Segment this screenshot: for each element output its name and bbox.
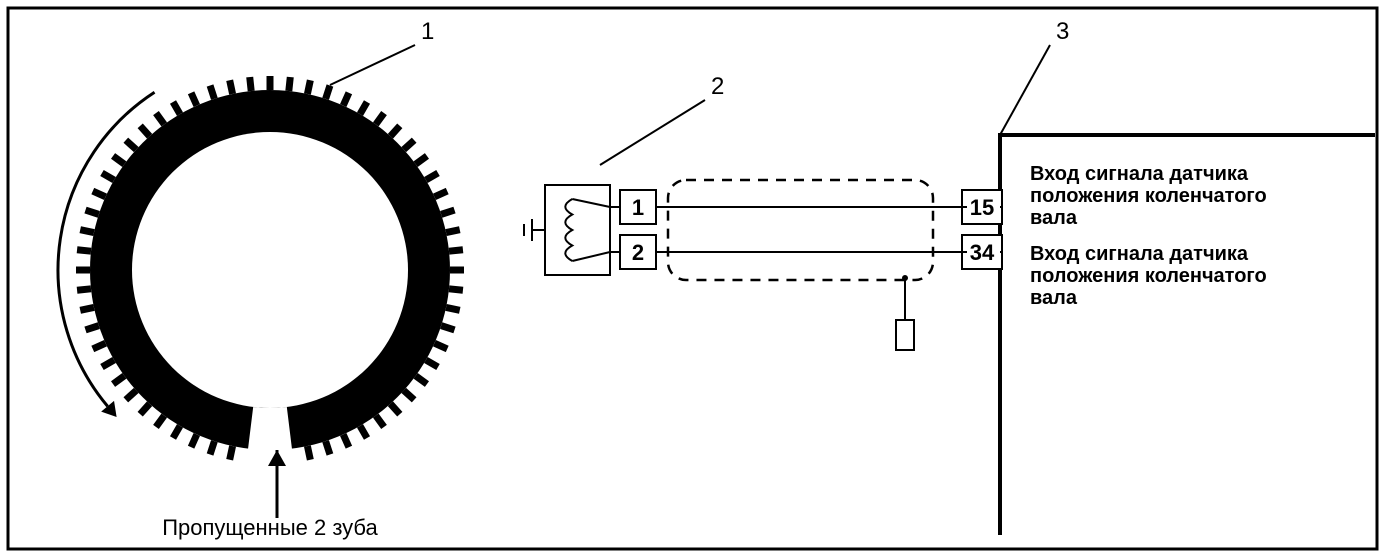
ecu-text-line: положения коленчатого: [1030, 265, 1267, 287]
ecu-pin34-label: 34: [970, 240, 995, 265]
ecu: 1534Вход сигнала датчикаположения коленч…: [962, 135, 1375, 535]
diagram-svg: 123Пропущенные 2 зуба121534Вход сигнала …: [0, 0, 1385, 557]
trigger-wheel: [76, 76, 464, 466]
diagram-frame: 123Пропущенные 2 зуба121534Вход сигнала …: [0, 0, 1385, 557]
callout-label: 2: [711, 73, 724, 100]
callout-leader: [330, 45, 415, 85]
sensor: 12: [524, 185, 656, 275]
cable-shield-icon: [668, 180, 933, 280]
callout-leader: [600, 100, 705, 165]
ecu-text-line: вала: [1030, 287, 1078, 309]
missing-teeth-label: Пропущенные 2 зуба: [162, 515, 378, 540]
sensor-pin2-label: 2: [632, 240, 644, 265]
ecu-pin15-label: 15: [970, 195, 994, 220]
callout-leader: [1000, 45, 1050, 135]
callout-label: 1: [421, 18, 434, 45]
callout-label: 3: [1056, 18, 1069, 45]
sensor-pin1-label: 1: [632, 195, 644, 220]
ecu-text-line: Вход сигнала датчика: [1030, 163, 1249, 185]
ecu-text-line: Вход сигнала датчика: [1030, 243, 1249, 265]
ecu-text-line: положения коленчатого: [1030, 185, 1267, 207]
ecu-text15: Вход сигнала датчикаположения коленчатог…: [1030, 163, 1267, 229]
ecu-text-line: вала: [1030, 207, 1078, 229]
shielded-cable: [656, 180, 967, 350]
ecu-text34: Вход сигнала датчикаположения коленчатог…: [1030, 243, 1267, 309]
